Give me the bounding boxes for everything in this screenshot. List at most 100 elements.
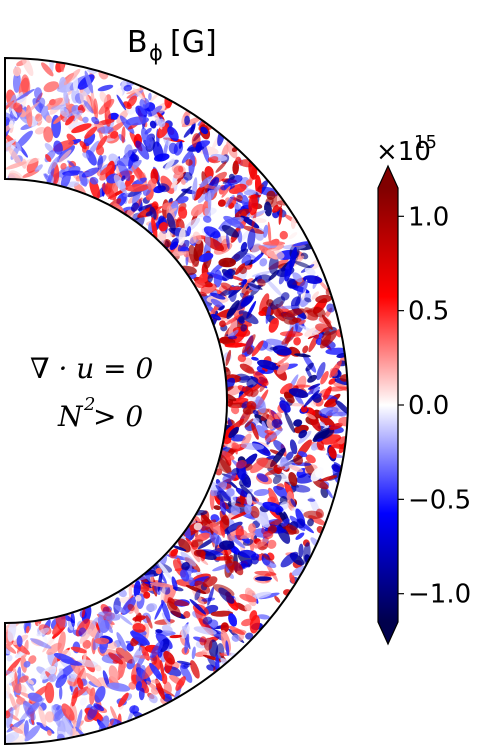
field-eddy bbox=[328, 446, 337, 459]
field-eddy bbox=[115, 647, 135, 664]
field-eddy bbox=[210, 313, 222, 321]
field-eddy bbox=[279, 400, 291, 413]
field-eddy bbox=[288, 465, 304, 473]
field-eddy bbox=[181, 148, 194, 164]
field-eddy bbox=[63, 90, 69, 104]
field-eddy bbox=[97, 84, 114, 92]
field-eddy bbox=[279, 305, 301, 310]
field-eddy bbox=[156, 122, 170, 139]
field-eddy bbox=[164, 158, 175, 171]
field-eddy bbox=[276, 354, 291, 366]
field-eddy bbox=[150, 679, 160, 684]
field-eddy bbox=[158, 561, 172, 580]
field-eddy bbox=[298, 543, 304, 558]
field-eddy bbox=[207, 190, 212, 213]
field-eddy bbox=[40, 105, 49, 117]
field-eddy bbox=[257, 359, 279, 370]
field-eddy bbox=[225, 349, 232, 366]
field-eddy bbox=[198, 272, 210, 283]
field-eddy bbox=[5, 132, 20, 149]
field-eddy bbox=[266, 539, 277, 549]
field-eddy bbox=[241, 401, 249, 409]
field-eddy bbox=[22, 157, 40, 165]
field-eddy bbox=[81, 608, 86, 618]
field-eddy bbox=[22, 169, 40, 178]
field-eddy bbox=[15, 141, 22, 152]
field-eddy bbox=[203, 637, 213, 651]
shell-outline bbox=[4, 56, 349, 746]
field-eddy bbox=[132, 646, 143, 664]
field-eddy bbox=[166, 212, 176, 232]
field-eddy bbox=[303, 275, 323, 284]
field-eddy bbox=[87, 705, 98, 721]
field-eddy bbox=[281, 518, 290, 527]
field-eddy bbox=[117, 613, 133, 626]
field-eddy bbox=[255, 396, 267, 414]
field-eddy bbox=[158, 222, 168, 232]
field-eddy bbox=[60, 171, 71, 189]
equation-annotation: ∇ · u = 0 N 2 > 0 bbox=[30, 352, 153, 433]
field-eddy bbox=[247, 228, 256, 251]
field-eddy bbox=[185, 159, 193, 166]
field-eddy bbox=[262, 241, 286, 246]
field-eddy bbox=[194, 589, 201, 601]
field-eddy bbox=[240, 296, 253, 307]
field-eddy bbox=[28, 655, 37, 664]
field-eddy bbox=[22, 101, 40, 117]
field-eddy bbox=[98, 611, 121, 621]
field-eddy bbox=[168, 207, 178, 214]
field-eddy bbox=[224, 342, 247, 348]
field-eddy bbox=[83, 100, 94, 114]
field-eddy bbox=[130, 630, 150, 646]
field-eddy bbox=[5, 731, 20, 743]
field-eddy bbox=[145, 615, 153, 629]
field-eddy bbox=[23, 661, 31, 668]
field-eddy bbox=[5, 139, 16, 151]
colorbar-gradient bbox=[378, 188, 398, 622]
field-eddy bbox=[172, 545, 187, 552]
field-eddy bbox=[45, 154, 52, 162]
field-eddy bbox=[297, 280, 308, 295]
field-eddy bbox=[316, 440, 325, 451]
field-eddy bbox=[265, 338, 288, 348]
field-eddy bbox=[108, 652, 124, 665]
field-eddy bbox=[237, 230, 243, 243]
field-eddy bbox=[149, 206, 157, 220]
field-eddy bbox=[254, 537, 270, 549]
field-eddy bbox=[135, 681, 143, 691]
field-eddy bbox=[199, 175, 213, 188]
field-eddy bbox=[257, 278, 266, 287]
field-eddy bbox=[183, 125, 195, 138]
field-eddy bbox=[226, 140, 238, 159]
colorbar-extend-bottom bbox=[378, 622, 398, 644]
field-eddy bbox=[21, 58, 34, 77]
colorbar-tick-label: −1.0 bbox=[408, 580, 471, 610]
field-eddy bbox=[61, 703, 75, 721]
field-eddy bbox=[246, 400, 257, 410]
field-eddy bbox=[154, 153, 170, 162]
field-eddy bbox=[218, 257, 236, 268]
field-eddy bbox=[262, 530, 274, 540]
field-eddy bbox=[132, 623, 146, 633]
title-main: B bbox=[127, 25, 148, 60]
field-eddy bbox=[206, 272, 228, 281]
field-eddy bbox=[222, 471, 236, 483]
field-eddy bbox=[226, 488, 235, 497]
field-eddy bbox=[115, 165, 120, 176]
field-eddy bbox=[251, 270, 273, 277]
field-eddy bbox=[170, 251, 187, 257]
field-eddy bbox=[324, 398, 338, 408]
field-eddy bbox=[212, 184, 221, 194]
field-eddy bbox=[304, 297, 312, 303]
title-subscript: ϕ bbox=[149, 41, 163, 65]
colorbar-tick-label: −0.5 bbox=[408, 485, 471, 515]
field-eddy bbox=[200, 126, 209, 135]
field-eddy bbox=[302, 353, 317, 373]
field-eddy bbox=[289, 246, 297, 271]
field-eddy bbox=[339, 374, 348, 382]
field-eddy bbox=[226, 233, 230, 250]
field-eddy bbox=[183, 611, 191, 619]
field-eddy bbox=[110, 706, 118, 722]
field-eddy bbox=[228, 426, 240, 439]
field-eddy bbox=[133, 580, 141, 598]
